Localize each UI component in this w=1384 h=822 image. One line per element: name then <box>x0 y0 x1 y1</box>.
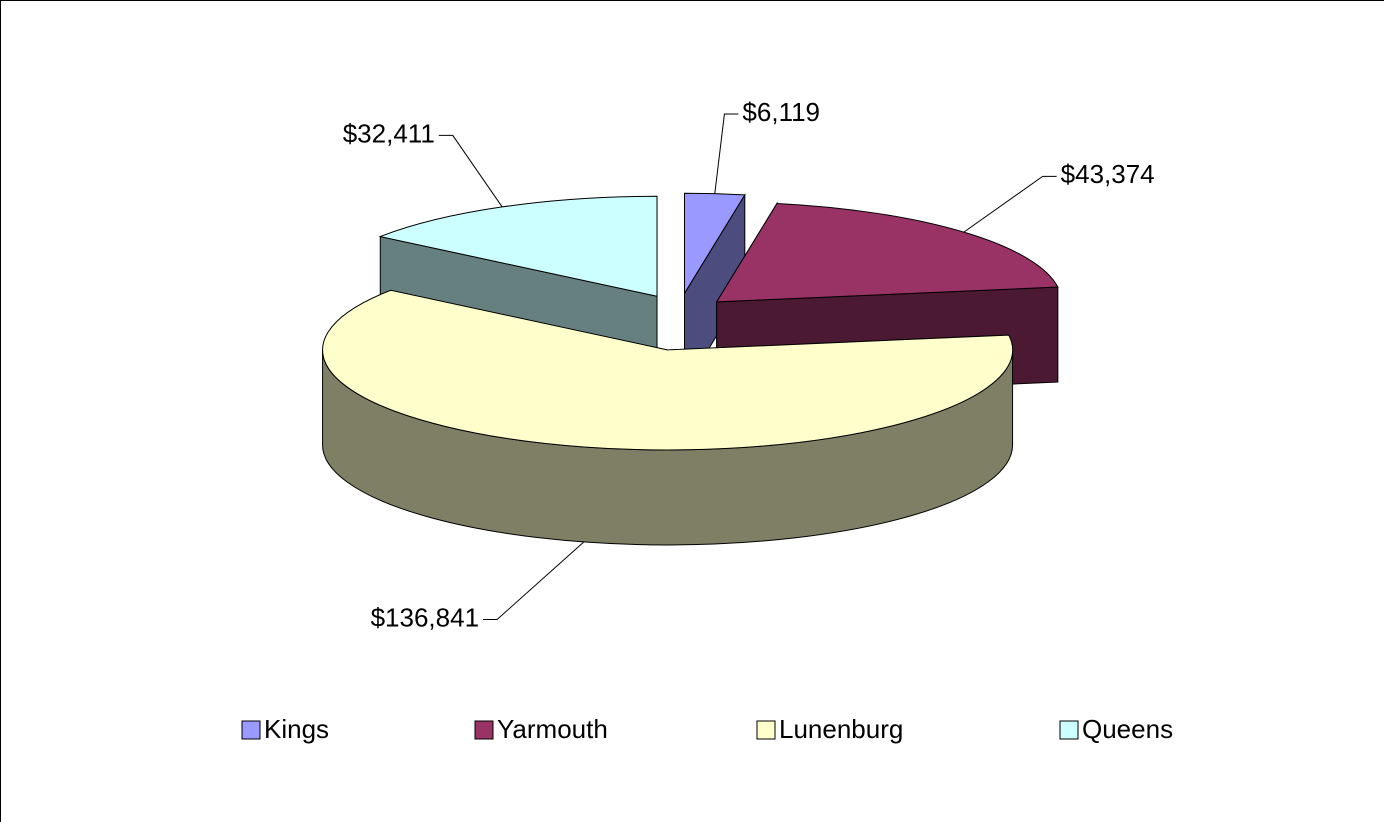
data-label: $43,374 <box>1061 159 1155 189</box>
legend-label: Yarmouth <box>497 714 608 744</box>
data-label: $136,841 <box>371 602 479 632</box>
legend-label: Kings <box>264 714 329 744</box>
slice <box>715 202 1059 303</box>
legend-label: Lunenburg <box>779 714 903 744</box>
data-label: $32,411 <box>343 118 435 148</box>
leader-line <box>714 113 739 194</box>
slice <box>322 289 1014 451</box>
slice <box>378 195 658 297</box>
leader-line <box>438 134 503 208</box>
legend-label: Queens <box>1082 714 1173 744</box>
legend-swatch <box>1059 720 1079 740</box>
legend-swatch <box>474 720 494 740</box>
legend-swatch <box>756 720 776 740</box>
leader-line <box>963 175 1057 233</box>
data-label: $6,119 <box>742 97 820 127</box>
legend-swatch <box>241 720 261 740</box>
slice <box>683 192 746 296</box>
leader-line <box>483 541 585 621</box>
